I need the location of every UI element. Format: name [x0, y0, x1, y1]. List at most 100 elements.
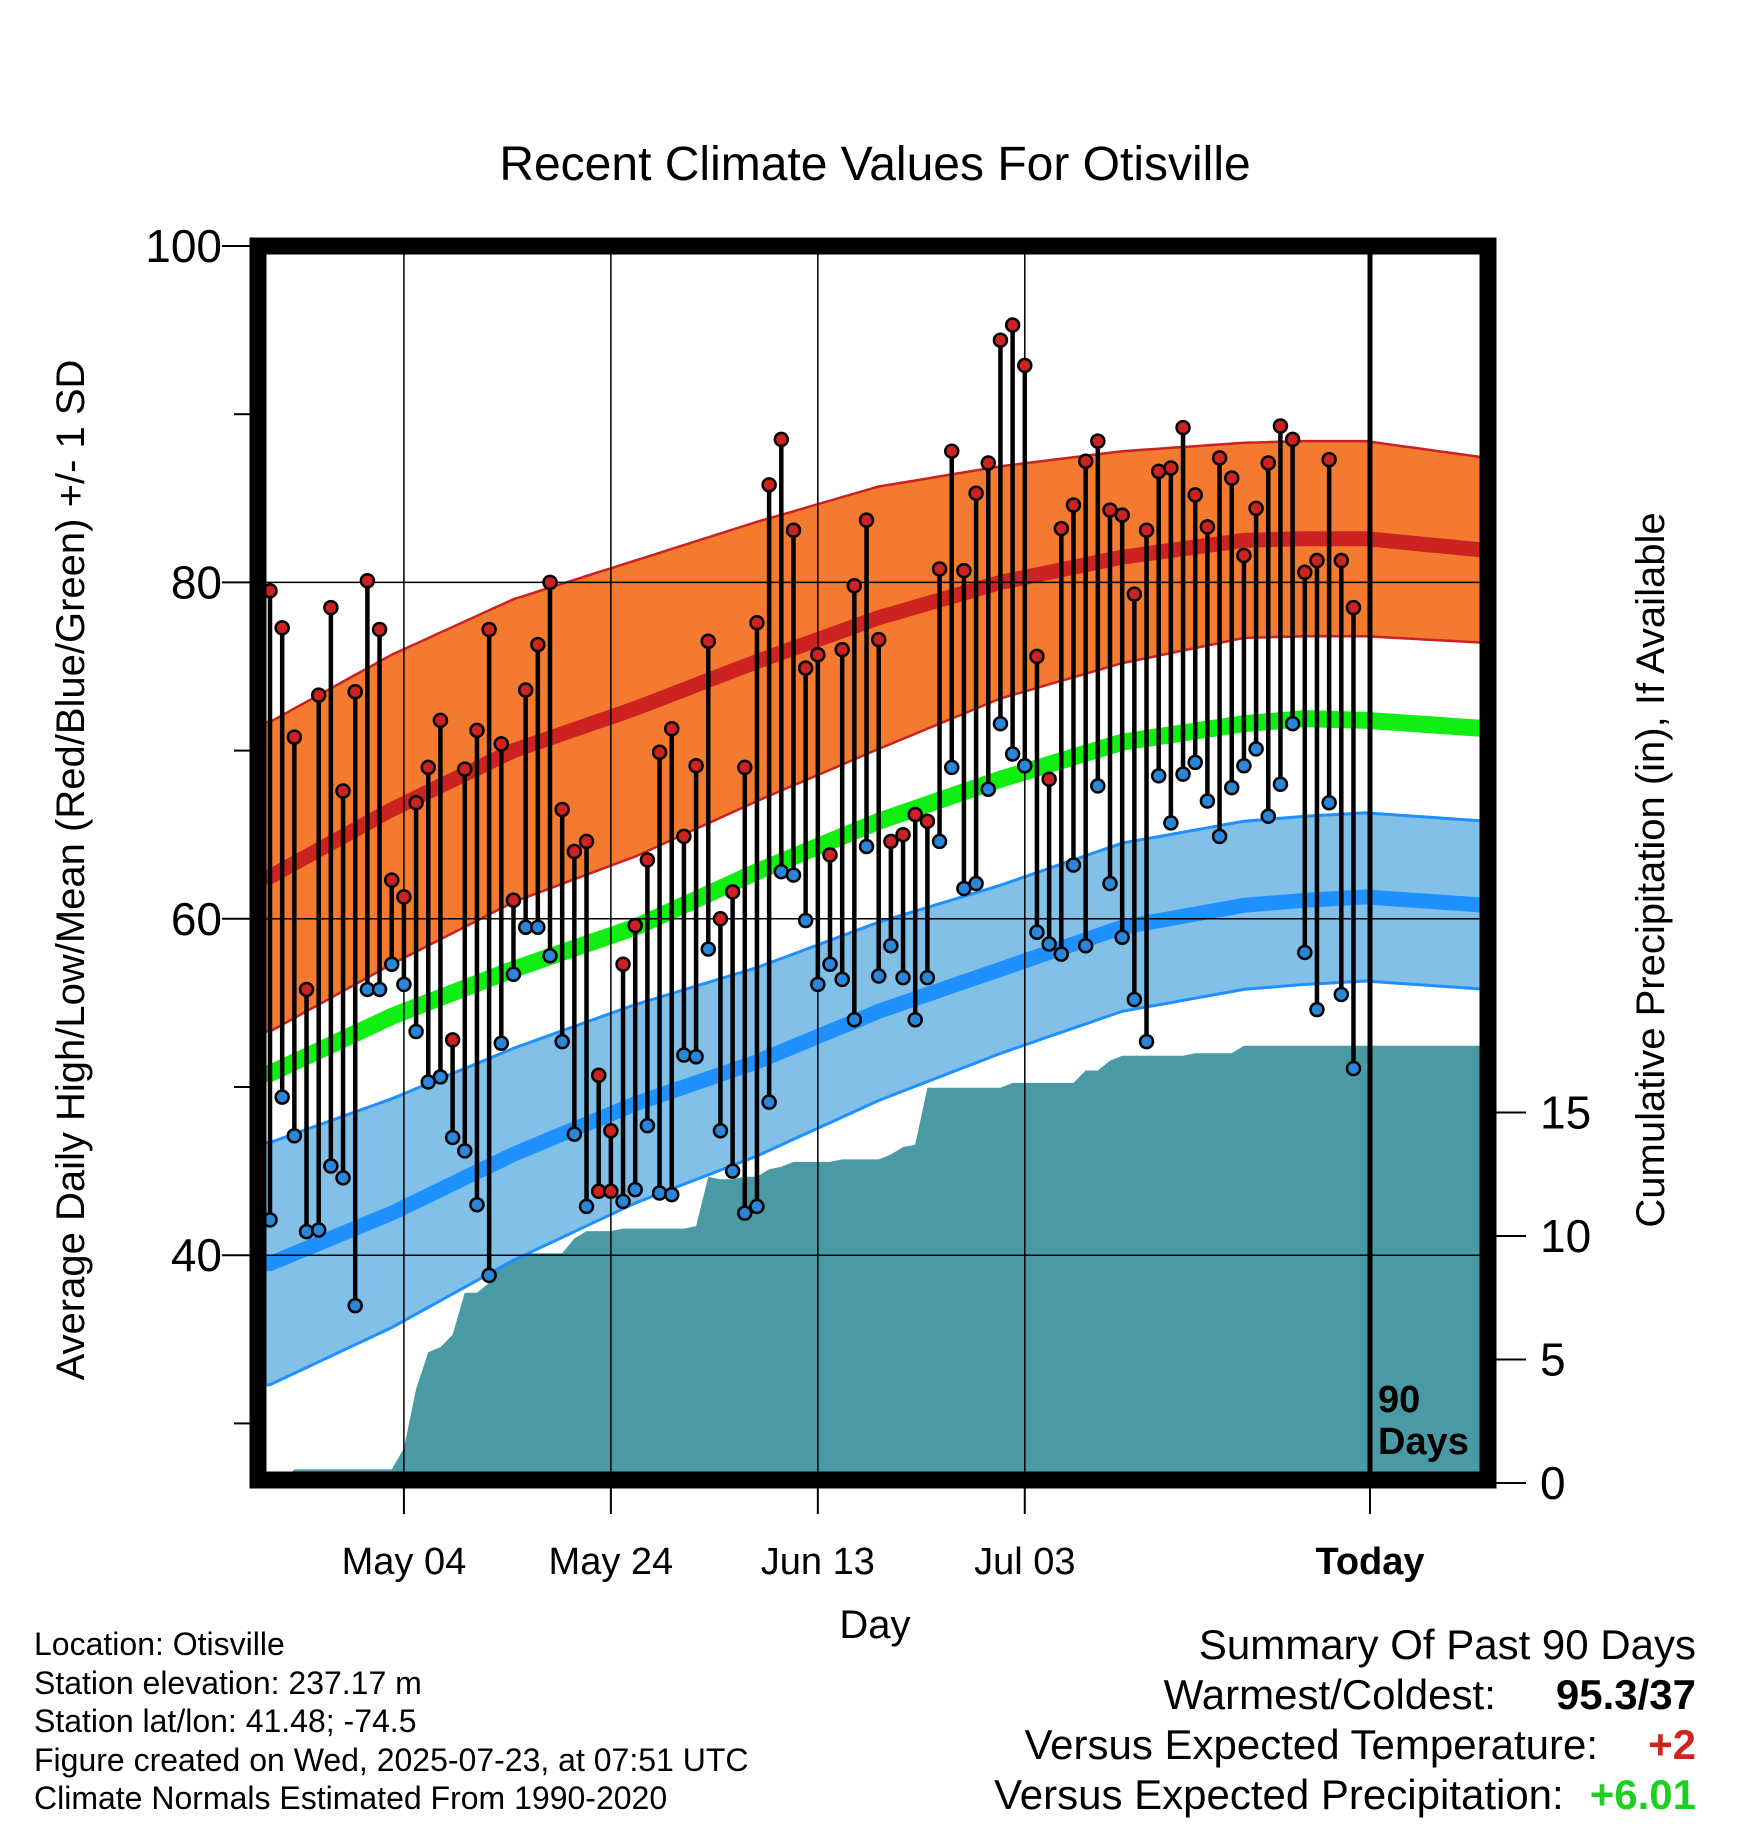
- daily-low-point: [834, 971, 850, 988]
- daily-low-point: [371, 981, 388, 998]
- daily-high-point: [1260, 455, 1277, 471]
- daily-high-point: [676, 828, 692, 845]
- daily-low-point: [931, 833, 948, 850]
- daily-high-point: [590, 1067, 607, 1083]
- daily-low-point: [627, 1181, 643, 1198]
- daily-high-point: [931, 561, 948, 577]
- daily-high-point: [1041, 771, 1057, 787]
- low-band-lower-edge: [258, 979, 1488, 1387]
- daily-low-point: [1321, 794, 1337, 811]
- daily-high-point: [335, 783, 351, 799]
- daily-low-point: [444, 1129, 461, 1146]
- daily-low-point: [1345, 1060, 1362, 1077]
- daily-low-point: [1236, 757, 1252, 774]
- daily-high-point: [1163, 460, 1179, 476]
- daily-low-point: [1199, 793, 1216, 809]
- daily-low-point: [1004, 746, 1021, 762]
- daily-low-point: [676, 1047, 692, 1063]
- daily-high-point: [1321, 451, 1337, 468]
- axes-layer: Recent Climate Values For Otisville Day …: [49, 138, 1673, 1647]
- daily-high-point: [578, 833, 595, 850]
- daily-low-point: [724, 1163, 741, 1179]
- daily-high-point: [1236, 547, 1252, 564]
- daily-high-point: [603, 1122, 619, 1139]
- x-tick-label: Jun 13: [761, 1541, 875, 1583]
- elevation-text: Station elevation: 237.17 m: [34, 1664, 422, 1701]
- plot-frame: [249, 237, 1497, 1489]
- daily-low-point: [712, 1122, 729, 1139]
- high-sd-band: [258, 441, 1488, 1032]
- daily-low-point: [1041, 936, 1057, 952]
- daily-low-point: [408, 1023, 424, 1040]
- daily-high-point: [834, 641, 850, 658]
- daily-high-point: [1029, 648, 1045, 665]
- daily-high-point: [1077, 453, 1094, 470]
- daily-low-point: [310, 1222, 327, 1238]
- daily-high-point: [749, 615, 765, 631]
- daily-low-point: [895, 969, 911, 986]
- daily-low-point: [383, 956, 400, 972]
- x-tick-label: May 24: [549, 1541, 674, 1583]
- daily-high-point: [956, 562, 972, 579]
- daily-high-point: [469, 722, 485, 739]
- daily-low-point: [846, 1011, 863, 1028]
- y-right-tick-label: 0: [1540, 1457, 1566, 1509]
- y-left-tick-label: 100: [145, 220, 222, 272]
- daily-low-point: [1077, 937, 1094, 954]
- daily-low-point: [761, 1094, 777, 1110]
- daily-low-point: [286, 1128, 303, 1144]
- daily-high-point: [1126, 586, 1143, 602]
- daily-low-point: [907, 1011, 923, 1028]
- daily-low-point: [566, 1126, 583, 1142]
- daily-high-point: [1187, 487, 1203, 503]
- daily-low-point: [615, 1193, 631, 1210]
- today-annotation: Days: [1378, 1421, 1469, 1463]
- daily-low-point: [1065, 857, 1082, 873]
- daily-high-point: [1309, 552, 1325, 569]
- daily-high-point: [420, 759, 437, 776]
- location-text: Location: Otisville: [34, 1626, 285, 1662]
- daily-high-point: [298, 981, 315, 998]
- daily-low-point: [785, 867, 802, 883]
- daily-high-point: [347, 683, 363, 700]
- daily-high-point: [396, 889, 412, 905]
- temperature-departure-row: Versus Expected Temperature: +2: [994, 1720, 1696, 1770]
- y-left-tick-label: 60: [171, 893, 222, 945]
- daily-high-point: [1065, 497, 1082, 513]
- normal-low-line: [258, 889, 1488, 1272]
- daily-low-point: [883, 937, 899, 954]
- today-annotation: 90: [1378, 1379, 1420, 1421]
- daily-low-point: [1284, 715, 1301, 732]
- daily-high-point: [1138, 522, 1155, 539]
- daily-low-point: [1138, 1033, 1155, 1050]
- daily-high-point: [408, 794, 424, 811]
- created-text: Figure created on Wed, 2025-07-23, at 07…: [34, 1741, 749, 1778]
- x-tick-label: Jul 03: [974, 1541, 1075, 1583]
- daily-low-point: [578, 1198, 595, 1215]
- daily-high-point: [943, 443, 960, 459]
- daily-low-point: [639, 1117, 656, 1134]
- daily-high-point: [1053, 520, 1070, 537]
- daily-low-point: [457, 1143, 473, 1159]
- daily-low-point: [323, 1158, 339, 1174]
- daily-low-point: [858, 838, 875, 855]
- daily-high-point: [1284, 431, 1301, 448]
- y-axis-right-label: Cumulative Precipitation (in), If Availa…: [1629, 512, 1673, 1227]
- daily-low-point: [298, 1223, 315, 1240]
- daily-low-point: [1309, 1001, 1325, 1018]
- daily-high-point: [1345, 599, 1362, 616]
- daily-low-point: [1211, 828, 1228, 845]
- chart-title: Recent Climate Values For Otisville: [499, 138, 1250, 191]
- daily-high-point: [785, 522, 802, 539]
- daily-high-point: [651, 744, 668, 761]
- daily-low-point: [1333, 986, 1350, 1003]
- summary-title: Summary Of Past 90 Days: [1198, 1621, 1696, 1668]
- daily-high-point: [505, 892, 522, 909]
- y-right-tick-label: 15: [1540, 1087, 1591, 1139]
- daily-high-point: [737, 759, 753, 776]
- daily-low-point: [1102, 875, 1118, 892]
- daily-low-point: [810, 976, 826, 993]
- daily-low-point: [505, 966, 522, 983]
- daily-low-point: [530, 919, 546, 935]
